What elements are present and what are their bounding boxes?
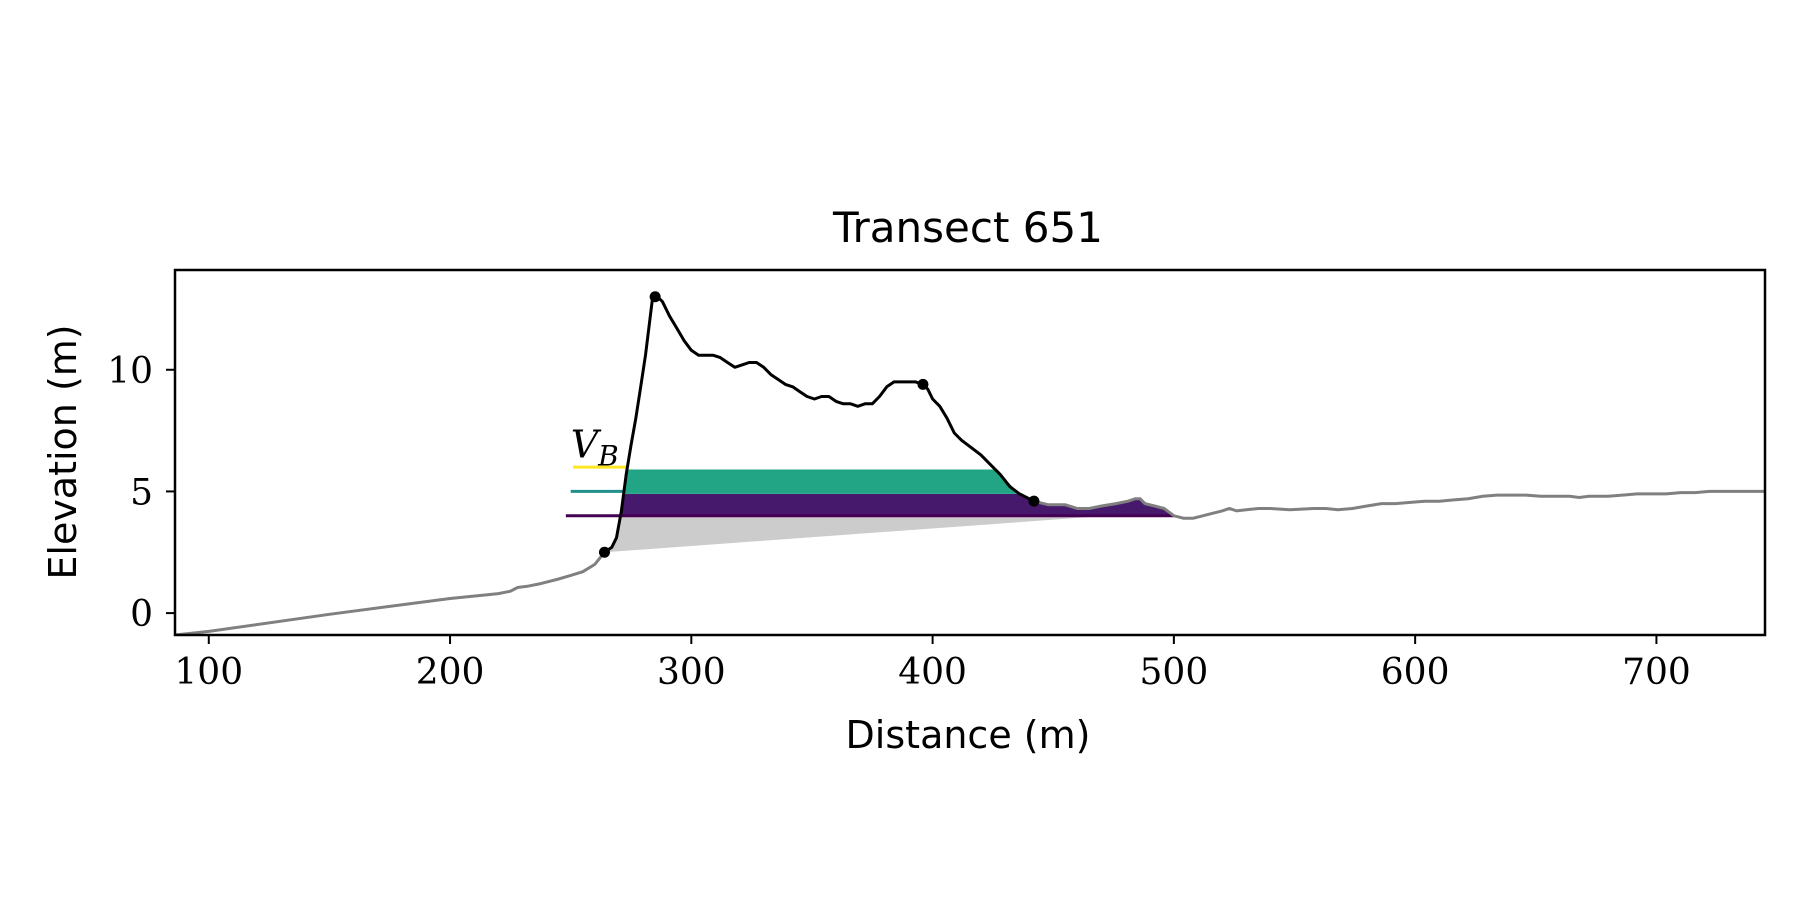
annotation-vb-sub: B <box>597 439 619 472</box>
plot-area: VB <box>175 270 1765 635</box>
y-tick-label-5: 5 <box>130 472 153 513</box>
x-tick-label-700: 700 <box>1622 652 1691 693</box>
y-axis-label: Elevation (m) <box>41 324 85 579</box>
x-tick-label-500: 500 <box>1140 652 1209 693</box>
y-tick-label-10: 10 <box>107 351 153 392</box>
key-point-4 <box>1028 495 1040 507</box>
base-shade-area <box>604 515 1107 553</box>
plot-frame <box>173 268 1767 637</box>
key-point-1 <box>598 546 610 558</box>
x-tick-label-600: 600 <box>1381 652 1450 693</box>
dune-layer-top <box>243 270 627 470</box>
x-axis-label: Distance (m) <box>846 713 1091 757</box>
x-axis: 100 200 300 400 500 600 700 <box>174 635 1691 693</box>
key-point-3 <box>917 378 929 390</box>
ground-profile-left <box>175 551 606 635</box>
y-tick-label-0: 0 <box>130 594 153 635</box>
dune-layer-low <box>620 493 1174 516</box>
y-axis: 0 5 10 <box>107 351 175 635</box>
x-tick-label-300: 300 <box>657 652 726 693</box>
annotation-vb: VB <box>571 422 619 472</box>
x-tick-label-400: 400 <box>898 652 967 693</box>
chart-title: Transect 651 <box>832 203 1103 252</box>
x-tick-label-100: 100 <box>174 652 243 693</box>
dune-layer-mid <box>623 469 1020 494</box>
key-point-2 <box>649 291 661 303</box>
ground-profile-right <box>1033 489 1765 520</box>
x-tick-label-200: 200 <box>416 652 485 693</box>
annotation-vb-main: V <box>571 422 602 466</box>
plot-content <box>175 270 1765 635</box>
